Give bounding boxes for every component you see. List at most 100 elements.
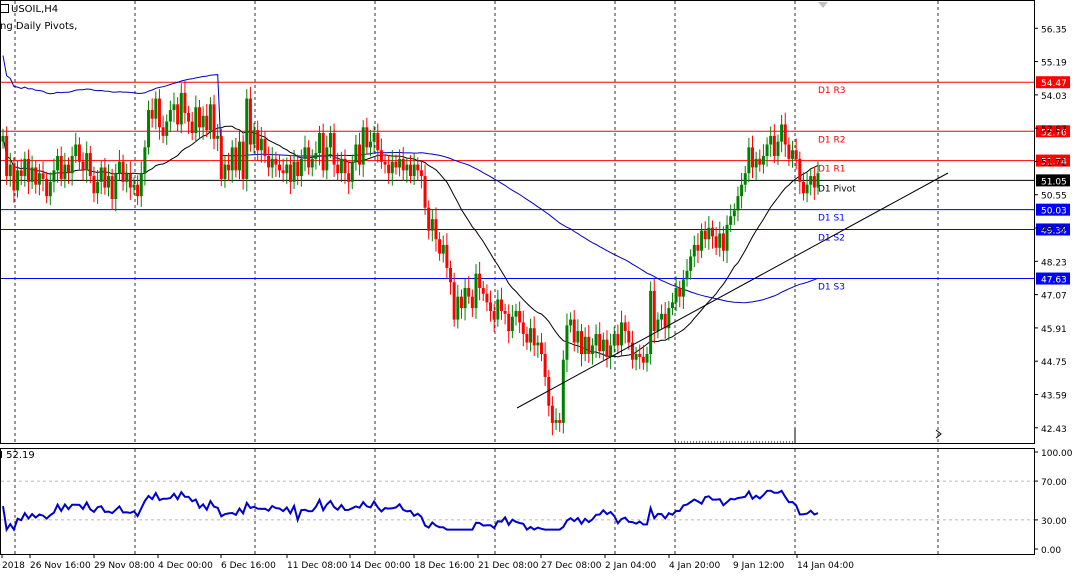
pivot-price-label: 51.05 (1041, 177, 1067, 187)
candle-body (347, 173, 351, 182)
candle-body (227, 164, 231, 171)
candle-body (751, 147, 755, 168)
candle-body (5, 135, 9, 177)
candle-body (663, 313, 667, 329)
candle-body (48, 181, 52, 197)
candle-body (387, 164, 391, 174)
candle-body (99, 167, 103, 182)
x-tick-label: 21 Dec 08:00 (478, 561, 539, 571)
pivot-price-label: 50.03 (1041, 207, 1067, 217)
candle-body (310, 158, 314, 168)
candle-body (125, 173, 129, 182)
candle-body (114, 173, 118, 200)
candle-body (96, 181, 100, 194)
candle-body (794, 150, 798, 159)
candle-body (172, 104, 176, 111)
candle-body (16, 170, 20, 191)
candle-body (630, 342, 634, 360)
candle-body (467, 288, 471, 297)
candle-body (576, 331, 580, 343)
x-tick-label: 14 Jan 04:00 (797, 561, 854, 571)
candle-body (558, 420, 562, 423)
candle-body (459, 296, 463, 309)
candle-body (77, 144, 81, 162)
candle-body (259, 138, 263, 151)
pivot-label: D1 Pivot (818, 184, 856, 194)
candle-body (758, 158, 762, 165)
sub-tick-label: 0.00 (1041, 546, 1061, 556)
candle-body (736, 196, 740, 211)
candle-body (237, 141, 241, 171)
candle-body (783, 124, 787, 145)
axis-layer: 54.47 52.76 51.74 51.05 50.03 49.34 47.63 56.35… (1034, 25, 1070, 435)
indicator-title: ng Daily Pivots, (0, 21, 78, 32)
candle-body (205, 115, 209, 131)
candle-body (234, 147, 238, 171)
candle-body (219, 135, 223, 179)
candle-body (30, 167, 34, 182)
candle-body (732, 210, 736, 217)
candle-layer (1, 81, 820, 436)
candle-body (590, 345, 594, 355)
candle-body (41, 173, 45, 179)
candle-body (485, 293, 489, 303)
candle-body (128, 173, 132, 188)
price-tick-label: 48.23 (1041, 258, 1067, 268)
pivot-label: D1 R1 (818, 165, 846, 175)
candle-body (161, 127, 165, 136)
price-tick-label: 50.55 (1041, 192, 1067, 202)
candle-body (674, 288, 678, 303)
candle-body (248, 98, 252, 145)
candle-body (274, 158, 278, 165)
candle-body (52, 170, 56, 182)
candle-body (587, 336, 591, 355)
price-tick-label: 42.43 (1041, 425, 1067, 435)
candle-body (285, 164, 289, 174)
candle-body (572, 319, 576, 343)
candle-body (798, 158, 802, 182)
candle-body (649, 290, 653, 355)
candle-body (278, 164, 282, 171)
candle-body (201, 115, 205, 128)
candle-body (616, 333, 620, 346)
symbol-icon (0, 4, 9, 13)
candle-body (409, 164, 412, 177)
candle-body (427, 207, 431, 231)
candle-body (343, 158, 347, 174)
candle-body (747, 147, 751, 174)
candle-body (379, 150, 383, 162)
candle-body (609, 345, 613, 357)
candle-body (539, 342, 543, 355)
candle-body (88, 153, 92, 177)
candle-body (481, 288, 485, 294)
candle-body (423, 176, 427, 208)
candle-body (725, 224, 729, 251)
candle-body (503, 310, 507, 314)
candle-body (623, 322, 627, 332)
candle-body (641, 356, 645, 363)
candle-body (791, 150, 795, 159)
scroll-marker-icon[interactable] (818, 2, 828, 8)
candle-body (514, 310, 518, 317)
candle-body (561, 359, 565, 423)
candle-body (318, 133, 322, 154)
candle-body (358, 144, 362, 165)
candle-body (12, 164, 16, 191)
candle-body (37, 173, 41, 185)
candle-body (368, 141, 372, 148)
candle-body (1, 135, 5, 142)
candle-body (81, 161, 85, 171)
candle-body (547, 376, 551, 406)
candle-body (59, 155, 63, 179)
candle-body (176, 104, 180, 125)
sub-tick-label: 100.00 (1041, 449, 1073, 459)
candle-body (474, 273, 478, 309)
candle-body (147, 110, 151, 148)
candle-body (670, 302, 674, 309)
candle-body (700, 230, 704, 251)
sub-tick-label: 70.00 (1041, 478, 1067, 488)
candle-body (121, 161, 125, 182)
candle-body (441, 244, 445, 254)
candle-body (638, 354, 642, 357)
